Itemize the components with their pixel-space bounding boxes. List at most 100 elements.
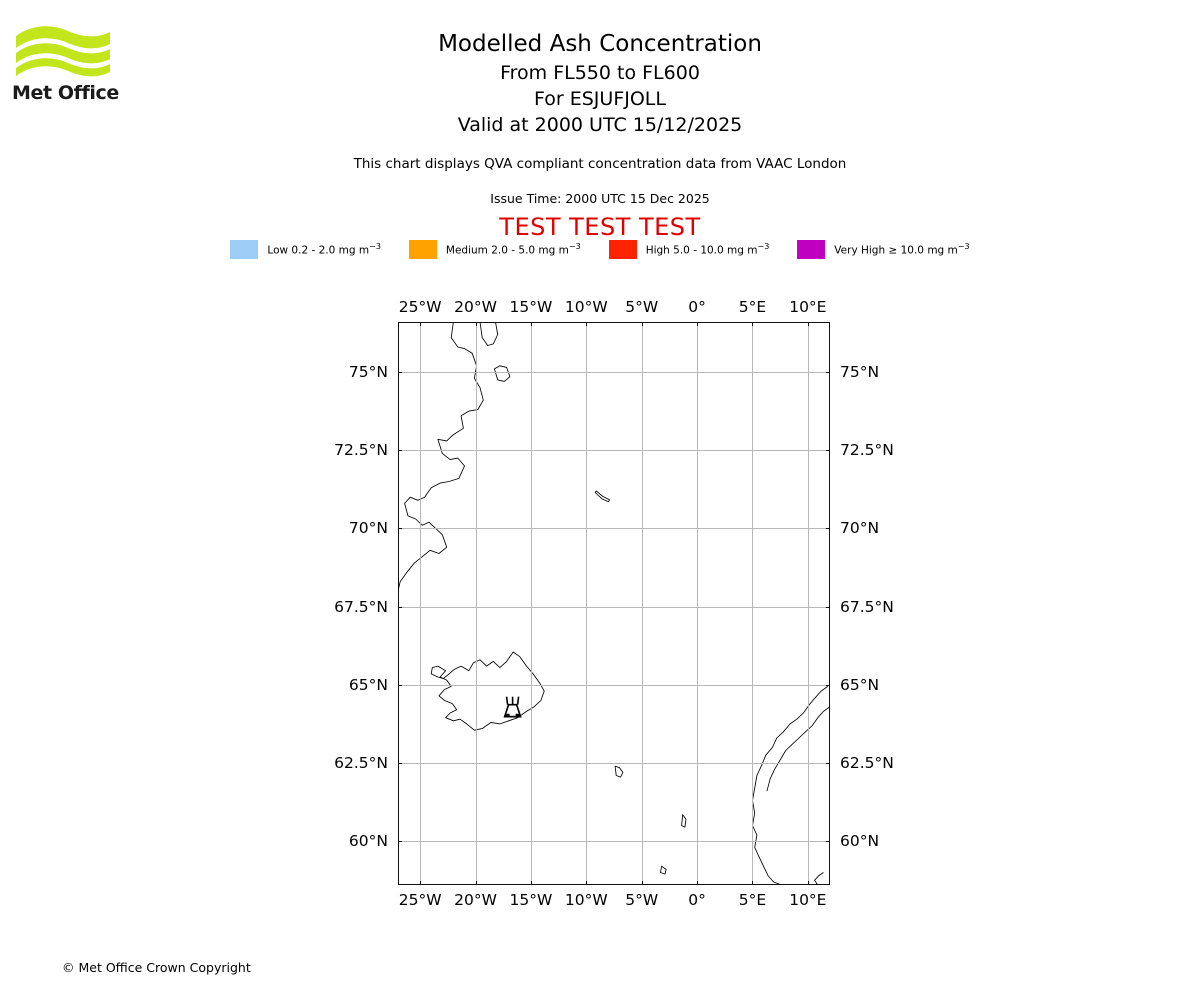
axis-tick-y [398, 372, 402, 374]
gridline-vertical [752, 322, 754, 885]
axis-tick-y [826, 763, 830, 765]
volcano-symbol-icon [503, 696, 522, 718]
legend-swatch [797, 240, 826, 259]
axis-tick-x [475, 881, 477, 885]
axis-tick-x [752, 322, 754, 326]
axis-tick-x [530, 322, 532, 326]
axis-tick-y [398, 528, 402, 530]
axis-label-longitude: 25°W [398, 298, 442, 316]
copyright-notice: © Met Office Crown Copyright [62, 960, 251, 975]
axis-tick-y [826, 841, 830, 843]
legend-item: Very High ≥ 10.0 mg m−3 [797, 240, 970, 259]
axis-tick-x [586, 881, 588, 885]
gridline-vertical [530, 322, 532, 885]
coastline-sweden-south [814, 872, 824, 885]
axis-label-latitude: 60°N [840, 832, 880, 851]
axis-label-latitude: 65°N [840, 675, 880, 694]
axis-tick-y [826, 684, 830, 686]
coastline-orkney [660, 865, 667, 875]
axis-label-latitude: 75°N [348, 363, 388, 382]
axis-tick-y [398, 763, 402, 765]
axis-tick-x [807, 881, 809, 885]
axis-label-latitude: 70°N [348, 519, 388, 538]
axis-label-longitude: 5°W [625, 891, 659, 909]
axis-tick-x [475, 322, 477, 326]
volcano-name-line: For ESJUFJOLL [534, 88, 666, 110]
coastline-norway-coast-detail [766, 706, 830, 792]
legend-swatch [608, 240, 637, 259]
axis-tick-y [398, 684, 402, 686]
axis-label-longitude: 20°W [454, 891, 497, 909]
gridline-horizontal [398, 841, 830, 843]
axis-tick-x [697, 881, 699, 885]
axis-tick-x [752, 881, 754, 885]
test-banner: TEST TEST TEST [499, 213, 701, 241]
valid-time-line: Valid at 2000 UTC 15/12/2025 [457, 114, 743, 136]
axis-label-latitude: 72.5°N [334, 441, 388, 460]
coastline-layer [398, 322, 830, 885]
gridline-horizontal [398, 528, 830, 530]
chart-title-block: Modelled Ash Concentration From FL550 to… [0, 28, 1200, 138]
legend-label: Very High ≥ 10.0 mg m−3 [834, 242, 970, 257]
gridline-horizontal [398, 606, 830, 608]
met-office-wordmark: Met Office [12, 82, 119, 104]
axis-label-longitude: 20°W [454, 298, 497, 316]
axis-tick-x [641, 322, 643, 326]
qva-note: This chart displays QVA compliant concen… [353, 156, 847, 172]
axis-label-longitude: 10°W [564, 298, 608, 316]
legend-label: Low 0.2 - 2.0 mg m−3 [267, 242, 381, 257]
coastline-faroe [614, 765, 624, 778]
coastline-norway [752, 686, 829, 885]
gridline-vertical [586, 322, 588, 885]
gridline-horizontal [398, 372, 830, 374]
axis-label-latitude: 67.5°N [334, 597, 388, 616]
gridline-horizontal [398, 450, 830, 452]
axis-label-latitude: 67.5°N [840, 597, 894, 616]
legend-swatch [408, 240, 437, 259]
met-office-wave-mark [16, 26, 110, 77]
coastline-greenland-island [493, 365, 511, 382]
axis-tick-x [641, 881, 643, 885]
axis-label-longitude: 5°W [625, 298, 659, 316]
map-frame [398, 322, 830, 885]
axis-label-longitude: 5°E [738, 891, 767, 909]
issue-time: Issue Time: 2000 UTC 15 Dec 2025 [490, 191, 710, 206]
gridline-horizontal [398, 763, 830, 765]
axis-label-latitude: 62.5°N [840, 754, 894, 773]
axis-tick-y [398, 450, 402, 452]
legend-label: Medium 2.0 - 5.0 mg m−3 [445, 242, 581, 257]
axis-tick-y [826, 606, 830, 608]
axis-tick-x [530, 881, 532, 885]
legend-item: Medium 2.0 - 5.0 mg m−3 [408, 240, 581, 259]
axis-tick-x [420, 322, 422, 326]
legend-label: High 5.0 - 10.0 mg m−3 [645, 242, 770, 257]
legend-item: High 5.0 - 10.0 mg m−3 [608, 240, 770, 259]
axis-label-longitude: 15°W [509, 298, 553, 316]
axis-label-longitude: 5°E [738, 298, 767, 316]
axis-tick-y [826, 372, 830, 374]
page-title: Modelled Ash Concentration [438, 31, 762, 57]
axis-label-latitude: 60°N [348, 832, 388, 851]
axis-label-longitude: 10°W [564, 891, 608, 909]
axis-label-longitude: 0° [688, 298, 706, 316]
axis-tick-x [697, 322, 699, 326]
axis-tick-x [586, 322, 588, 326]
gridline-vertical [641, 322, 643, 885]
gridline-vertical [807, 322, 809, 885]
gridline-horizontal [398, 684, 830, 686]
axis-label-latitude: 65°N [348, 675, 388, 694]
axis-tick-y [826, 528, 830, 530]
axis-tick-y [398, 841, 402, 843]
coastline-greenland-east [398, 322, 484, 592]
axis-label-latitude: 75°N [840, 363, 880, 382]
coastline-iceland [430, 651, 545, 731]
axis-label-latitude: 62.5°N [334, 754, 388, 773]
axis-label-latitude: 70°N [840, 519, 880, 538]
gridline-vertical [420, 322, 422, 885]
flight-level-line: From FL550 to FL600 [500, 62, 700, 84]
legend-swatch [230, 240, 259, 259]
gridline-vertical [475, 322, 477, 885]
axis-tick-x [420, 881, 422, 885]
axis-label-longitude: 10°E [789, 298, 827, 316]
axis-label-longitude: 25°W [398, 891, 442, 909]
